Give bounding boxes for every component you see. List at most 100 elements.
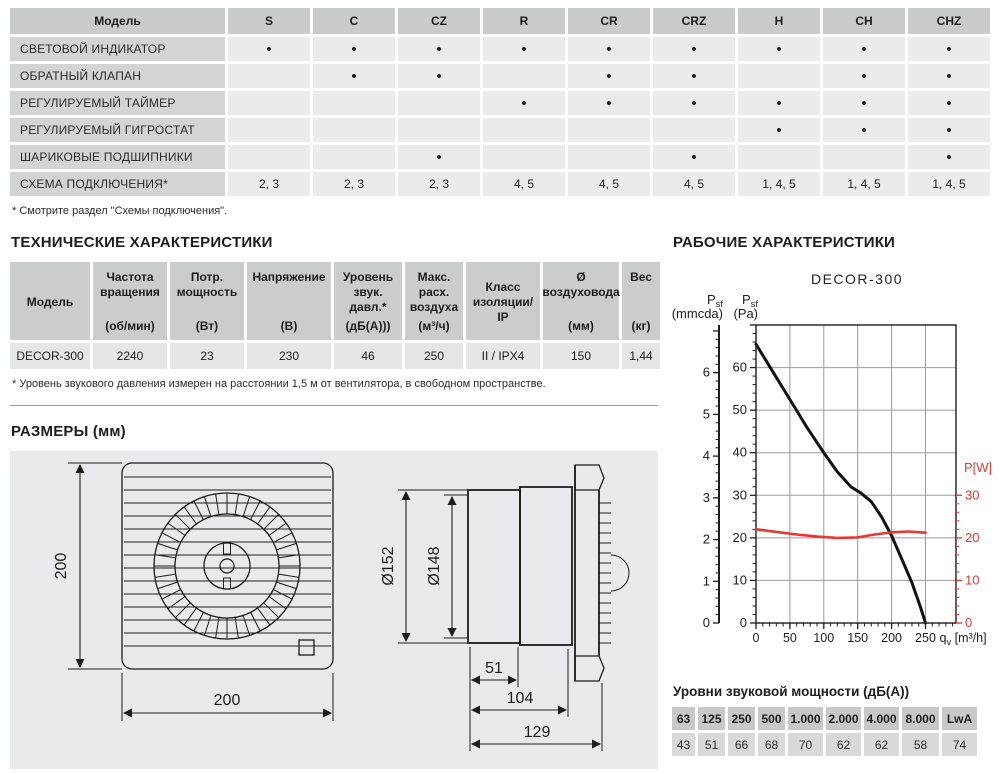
tech-value-cell: 23 [170,343,244,369]
curve-power-consumption [754,528,927,540]
feature-cell: • [738,91,820,115]
bullet-mark: • [946,67,952,85]
x-tick-label: 50 [783,631,797,645]
hub-circle [203,542,251,590]
watt-tick-label: 30 [965,487,979,502]
dia152-extension-lines [398,489,468,644]
panel-top-flange [574,464,605,491]
tech-header-cell: Модель [10,262,90,340]
sound-band-header: 125 [698,707,725,730]
sound-band-header: 63 [672,707,695,730]
hub-center [219,558,235,574]
x-tick-label: 200 [881,631,902,645]
bottom-extension-lines [469,647,603,751]
feature-cell: • [568,64,650,88]
sound-band-header: 500 [758,707,785,730]
tech-value-cell: 46 [334,343,402,369]
feature-cell [738,145,820,169]
tech-value-cell: 1,44 [622,343,660,369]
tech-header-text: Вес [630,270,652,284]
dimensions-section-title: РАЗМЕРЫ (мм) [11,423,126,440]
tech-value-cell: 250 [405,343,463,369]
content-columns: ТЕХНИЧЕСКИЕ ХАРАКТЕРИСТИКИ Модель Частота… [10,217,1000,769]
outer-diameter-label: Ø152 [380,546,397,585]
feature-cell: • [228,37,310,61]
feature-cell: • [483,91,565,115]
tech-header-unit: (кг) [631,319,651,333]
pa-tick-label: 60 [733,360,747,375]
feature-cell: • [653,91,735,115]
feature-cell: • [313,64,395,88]
sound-level-value: 66 [728,733,755,756]
feature-cell [568,118,650,142]
tech-header-text: Уровень звук. давл.* [342,270,394,314]
bullet-mark: • [436,148,442,166]
feature-cell: • [823,91,905,115]
x-axis-title: qv [m³/h] [939,631,986,648]
feature-cell: 1, 4, 5 [738,172,820,196]
tech-table: Модель Частота вращения (об/мин) Потр. мощн… [10,262,660,369]
bullet-mark: • [691,148,697,166]
section-divider [10,405,658,406]
features-header-chz: CHZ [908,8,990,34]
bullet-mark: • [691,94,697,112]
feature-cell: 2, 3 [228,172,310,196]
tech-header-cell: Потр. мощность (Вт) [170,262,244,340]
feature-cell: 2, 3 [313,172,395,196]
watt-tick-label: 20 [965,530,979,545]
bullet-mark: • [691,40,697,58]
features-header-cr: CR [568,8,650,34]
bullet-mark: • [521,40,527,58]
bullet-mark: • [436,40,442,58]
feature-cell: • [738,118,820,142]
x-tick-label: 250 [915,631,936,645]
bullet-mark: • [691,67,697,85]
panel-grille-lines [599,502,611,644]
feature-cell: 4, 5 [483,172,565,196]
tech-value-cell: II / IPX4 [466,343,540,369]
x-tick-label: 0 [753,631,760,645]
hub-notch-bottom [223,577,231,590]
feature-cell [823,145,905,169]
feature-cell: • [568,37,650,61]
feature-cell [228,64,310,88]
fan-front-body [121,462,334,670]
side-view-drawing: Ø152 Ø148 51 104 129 [380,464,630,751]
x-tick-label: 150 [847,631,868,645]
feature-cell: • [823,37,905,61]
mmcda-tick-label: 6 [703,365,710,380]
bullet-mark: • [946,148,952,166]
height-extension-lines [68,462,122,670]
bullet-mark: • [861,94,867,112]
feature-cell: • [653,37,735,61]
bullet-mark: • [946,121,952,139]
dia148-extension-lines [444,494,468,639]
sound-band-header: LwA [942,707,977,730]
pa-tick-label: 30 [733,487,747,502]
feature-cell: • [823,64,905,88]
feature-cell: • [313,37,395,61]
bullet-mark: • [266,40,272,58]
sound-band-header: 4.000 [864,707,899,730]
left-column: ТЕХНИЧЕСКИЕ ХАРАКТЕРИСТИКИ Модель Частота… [10,217,660,769]
bullet-mark: • [606,40,612,58]
mmcda-axis-title-unit: (mmcda) [672,306,723,321]
bullet-mark: • [946,94,952,112]
feature-cell: 1, 4, 5 [823,172,905,196]
front-height-label: 200 [53,553,70,580]
features-header-crz: CRZ [653,8,735,34]
feature-cell [653,118,735,142]
mmcda-tick-label: 5 [703,406,710,421]
bullet-mark: • [351,67,357,85]
pa-tick-label: 20 [733,530,747,545]
tech-header-text: Макс. расх. воздуха [409,270,459,314]
feature-cell [313,118,395,142]
features-header-ch: CH [823,8,905,34]
mmcda-tick-label: 3 [703,490,710,505]
x-tick-label: 100 [813,631,834,645]
bullet-mark: • [776,94,782,112]
tech-header-unit: (об/мин) [105,319,155,333]
sound-level-value: 62 [864,733,899,756]
feature-cell: • [398,145,480,169]
